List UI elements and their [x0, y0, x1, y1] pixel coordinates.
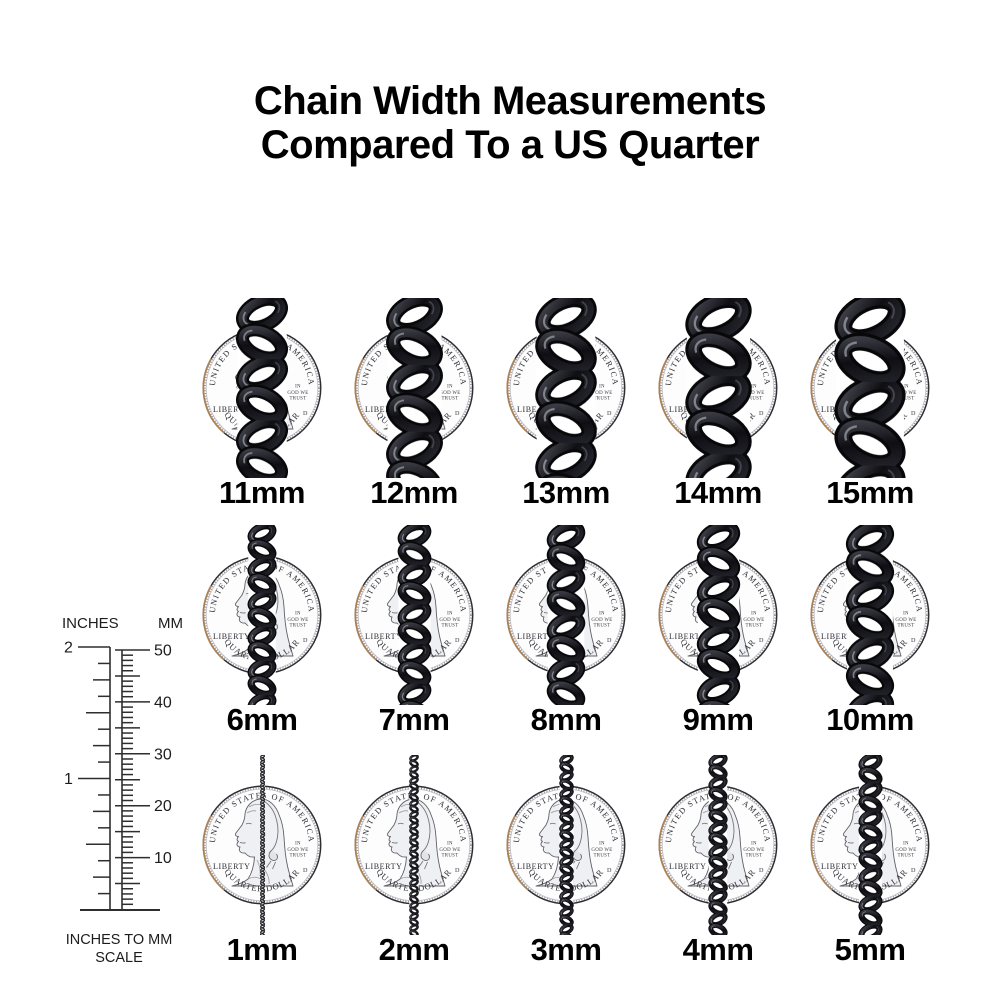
coin-row: 1mm 2mm 3mm 4mm [186, 755, 946, 971]
mm-scale-number: 30 [154, 746, 172, 763]
chain-overlay [683, 298, 753, 478]
chain-width-label: 15mm [826, 475, 914, 510]
chain-width-label: 5mm [834, 932, 906, 967]
chain-links [396, 525, 432, 705]
chain-width-label: 7mm [378, 702, 450, 737]
chain-width-label: 2mm [378, 932, 450, 967]
coin-cell: 14mm [642, 298, 794, 514]
chain-overlay [857, 755, 883, 935]
chain-overlay [708, 755, 728, 935]
chain-overlay [384, 298, 444, 478]
chain-width-label: 8mm [530, 702, 602, 737]
chain-width-label: 3mm [530, 932, 602, 967]
chain-overlay [546, 525, 586, 705]
chain-width-label: 11mm [219, 475, 305, 510]
chain-overlay [235, 298, 289, 478]
coin-cell: 6mm [186, 525, 338, 741]
chain-width-label: 10mm [826, 702, 914, 737]
chain-width-label: 6mm [226, 702, 298, 737]
chain-overlay [845, 525, 895, 705]
chain-overlay [534, 298, 598, 478]
coin-cell: 8mm [490, 525, 642, 741]
coin-cell: 13mm [490, 298, 642, 514]
chain-links [546, 525, 586, 705]
chain-links [695, 525, 741, 705]
chain-links [683, 298, 753, 478]
chain-links [857, 755, 883, 935]
coin-row: 6mm 7mm 8mm 9mm [186, 525, 946, 741]
inch-scale-number: 2 [64, 640, 73, 657]
chain-width-label: 1mm [226, 932, 298, 967]
coin-cell: 1mm [186, 755, 338, 971]
inch-ticks [78, 646, 110, 895]
chain-overlay [259, 755, 265, 935]
chain-links [708, 755, 728, 935]
chain-overlay [396, 525, 432, 705]
ruler-mm-unit-label: MM [158, 615, 183, 632]
coin-cell: 12mm [338, 298, 490, 514]
coin-cell: 10mm [794, 525, 946, 741]
coin-cell: 2mm [338, 755, 490, 971]
coin-cell: 15mm [794, 298, 946, 514]
ruler-caption-line-2: SCALE [95, 950, 143, 966]
coin-row: 11mm 12mm 13mm 14mm [186, 298, 946, 514]
coin-cell: 7mm [338, 525, 490, 741]
coin-cell: 5mm [794, 755, 946, 971]
mm-scale-number: 40 [154, 694, 172, 711]
chain-width-label: 13mm [522, 475, 610, 510]
chain-links [247, 525, 277, 705]
chain-overlay [833, 298, 907, 478]
mm-ticks [115, 649, 150, 906]
chain-links [845, 525, 895, 705]
ruler-caption-line-1: INCHES TO MM [66, 932, 173, 948]
title-line-1: Chain Width Measurements [253, 79, 767, 123]
ruler-inches-unit-label: INCHES [62, 615, 119, 632]
chain-overlay [247, 525, 277, 705]
chain-overlay [558, 755, 574, 935]
chain-links [384, 298, 444, 478]
mm-scale-numbers: 50 40 30 20 10 [154, 643, 172, 868]
chain-overlay [409, 755, 419, 935]
chain-links [409, 755, 419, 935]
coin-cell: 3mm [490, 755, 642, 971]
chain-links [833, 298, 907, 478]
inch-scale-number: 1 [64, 771, 73, 788]
coin-cell: 4mm [642, 755, 794, 971]
coin-cell: 9mm [642, 525, 794, 741]
chain-width-label: 4mm [682, 932, 754, 967]
page-title: Chain Width Measurements Compared To a U… [10, 79, 1000, 167]
chain-width-label: 9mm [682, 702, 754, 737]
title-line-2: Compared To a US Quarter [260, 122, 760, 167]
mm-scale-number: 50 [154, 643, 172, 660]
chain-width-label: 14mm [674, 475, 762, 510]
inch-scale-numbers: 21 [64, 640, 73, 789]
chain-links [235, 298, 289, 478]
mm-scale-number: 10 [154, 850, 172, 867]
chain-links [259, 755, 265, 935]
chain-overlay [695, 525, 741, 705]
coin-cell: 11mm [186, 298, 338, 514]
mm-scale-number: 20 [154, 798, 172, 815]
chain-width-label: 12mm [370, 475, 458, 510]
chain-links [534, 298, 598, 478]
chain-links [558, 755, 574, 935]
